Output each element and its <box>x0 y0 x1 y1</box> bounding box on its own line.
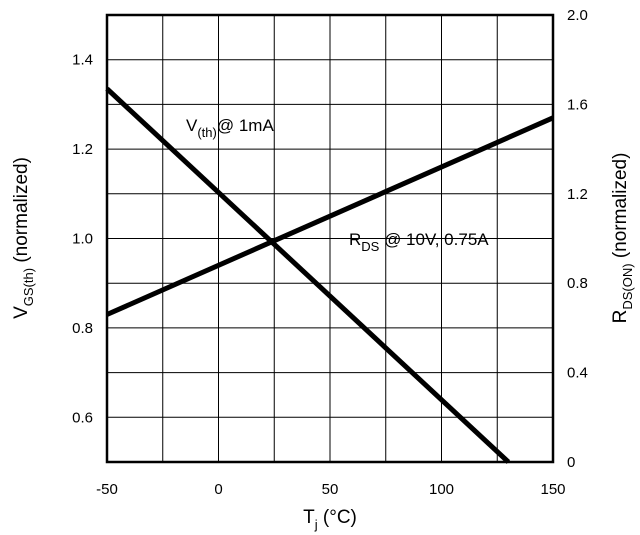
right-y-tick-label: 1.6 <box>567 96 588 113</box>
left-y-tick-label: 0.6 <box>72 409 93 426</box>
right-y-axis-title: RDS(ON) (normalized) <box>610 153 635 324</box>
right-y-tick-label: 2.0 <box>567 7 588 24</box>
left-axis-ticks: 0.6 0.8 1.0 1.2 1.4 <box>72 52 93 427</box>
right-y-tick-label: 1.2 <box>567 186 588 203</box>
series-lines <box>105 86 555 464</box>
plot-frame <box>105 13 555 464</box>
x-tick-label: -50 <box>96 481 118 498</box>
left-y-tick-label: 1.2 <box>72 141 93 158</box>
left-y-tick-label: 1.4 <box>72 52 93 69</box>
right-axis-ticks: 0 0.4 0.8 1.2 1.6 2.0 <box>567 7 588 471</box>
x-tick-label: 150 <box>540 481 565 498</box>
left-y-axis-title: VGS(th) (normalized) <box>11 157 36 319</box>
rds-series-line <box>105 115 555 317</box>
grid-lines <box>107 15 553 462</box>
right-y-tick-label: 0.8 <box>567 275 588 292</box>
x-axis-title: Tj (°C) <box>303 507 357 532</box>
x-tick-label: 0 <box>214 481 222 498</box>
right-y-tick-label: 0 <box>567 454 575 471</box>
left-y-tick-label: 0.8 <box>72 320 93 337</box>
left-y-tick-label: 1.0 <box>72 231 93 248</box>
rds-series-label: RDS @ 10V, 0.75A <box>349 230 489 254</box>
x-axis-ticks: -50 0 50 100 150 <box>96 481 565 498</box>
right-y-tick-label: 0.4 <box>567 365 588 382</box>
x-tick-label: 100 <box>429 481 454 498</box>
vth-series-line <box>105 86 511 464</box>
vth-series-label: V(th)@ 1mA <box>186 116 274 140</box>
x-tick-label: 50 <box>322 481 339 498</box>
